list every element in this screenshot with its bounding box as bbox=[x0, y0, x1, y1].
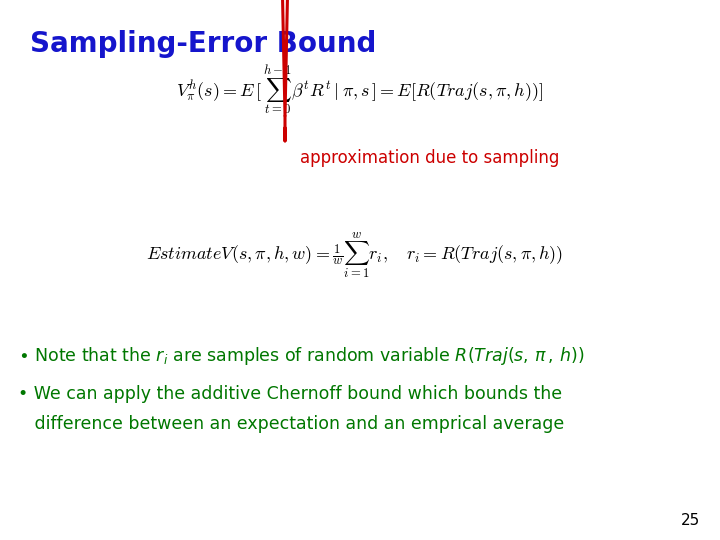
Text: $EstimateV(s,\pi,h,w) = \frac{1}{w}\sum_{i=1}^{w} r_i, \quad r_i = R(Traj(s,\pi,: $EstimateV(s,\pi,h,w) = \frac{1}{w}\sum_… bbox=[146, 230, 564, 280]
Text: $V_{\pi}^{h}(s) = E\,[\,\sum_{t=0}^{h-1} \beta^t R^t \mid \pi, s\,] = E[R(Traj(s: $V_{\pi}^{h}(s) = E\,[\,\sum_{t=0}^{h-1}… bbox=[176, 63, 544, 117]
Text: • We can apply the additive Chernoff bound which bounds the: • We can apply the additive Chernoff bou… bbox=[18, 385, 562, 403]
Text: $\bullet$ Note that the $r_i$ are samples of random variable $R(Traj(s,\,\pi\,,\: $\bullet$ Note that the $r_i$ are sample… bbox=[18, 345, 585, 367]
Text: difference between an expectation and an emprical average: difference between an expectation and an… bbox=[18, 415, 564, 433]
Text: approximation due to sampling: approximation due to sampling bbox=[300, 149, 559, 167]
Text: 25: 25 bbox=[680, 513, 700, 528]
Text: Sampling-Error Bound: Sampling-Error Bound bbox=[30, 30, 377, 58]
